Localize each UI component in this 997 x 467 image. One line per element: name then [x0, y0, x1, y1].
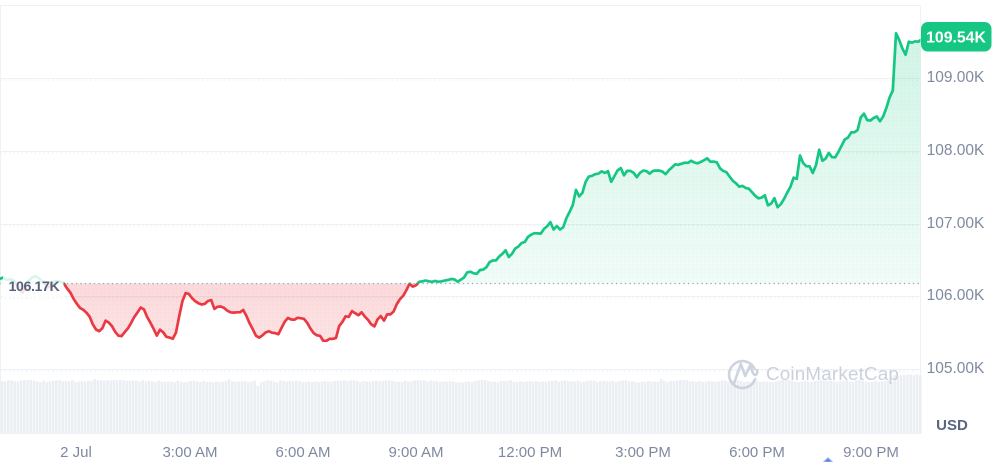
- svg-text:USD: USD: [936, 417, 968, 434]
- svg-text:106.17K: 106.17K: [9, 279, 61, 295]
- svg-text:12:00 PM: 12:00 PM: [498, 444, 562, 461]
- svg-text:9:00 PM: 9:00 PM: [843, 444, 899, 461]
- svg-text:109.00K: 109.00K: [927, 69, 985, 86]
- svg-text:CoinMarketCap: CoinMarketCap: [766, 363, 899, 384]
- svg-text:106.00K: 106.00K: [927, 287, 985, 304]
- svg-text:9:00 AM: 9:00 AM: [388, 444, 443, 461]
- svg-text:2 Jul: 2 Jul: [60, 444, 92, 461]
- svg-text:3:00 PM: 3:00 PM: [615, 444, 671, 461]
- svg-text:107.00K: 107.00K: [927, 215, 985, 232]
- svg-text:6:00 AM: 6:00 AM: [275, 444, 330, 461]
- svg-text:108.00K: 108.00K: [927, 142, 985, 159]
- svg-text:6:00 PM: 6:00 PM: [729, 444, 785, 461]
- svg-text:105.00K: 105.00K: [927, 360, 985, 377]
- svg-text:3:00 AM: 3:00 AM: [162, 444, 217, 461]
- svg-text:109.54K: 109.54K: [926, 30, 986, 47]
